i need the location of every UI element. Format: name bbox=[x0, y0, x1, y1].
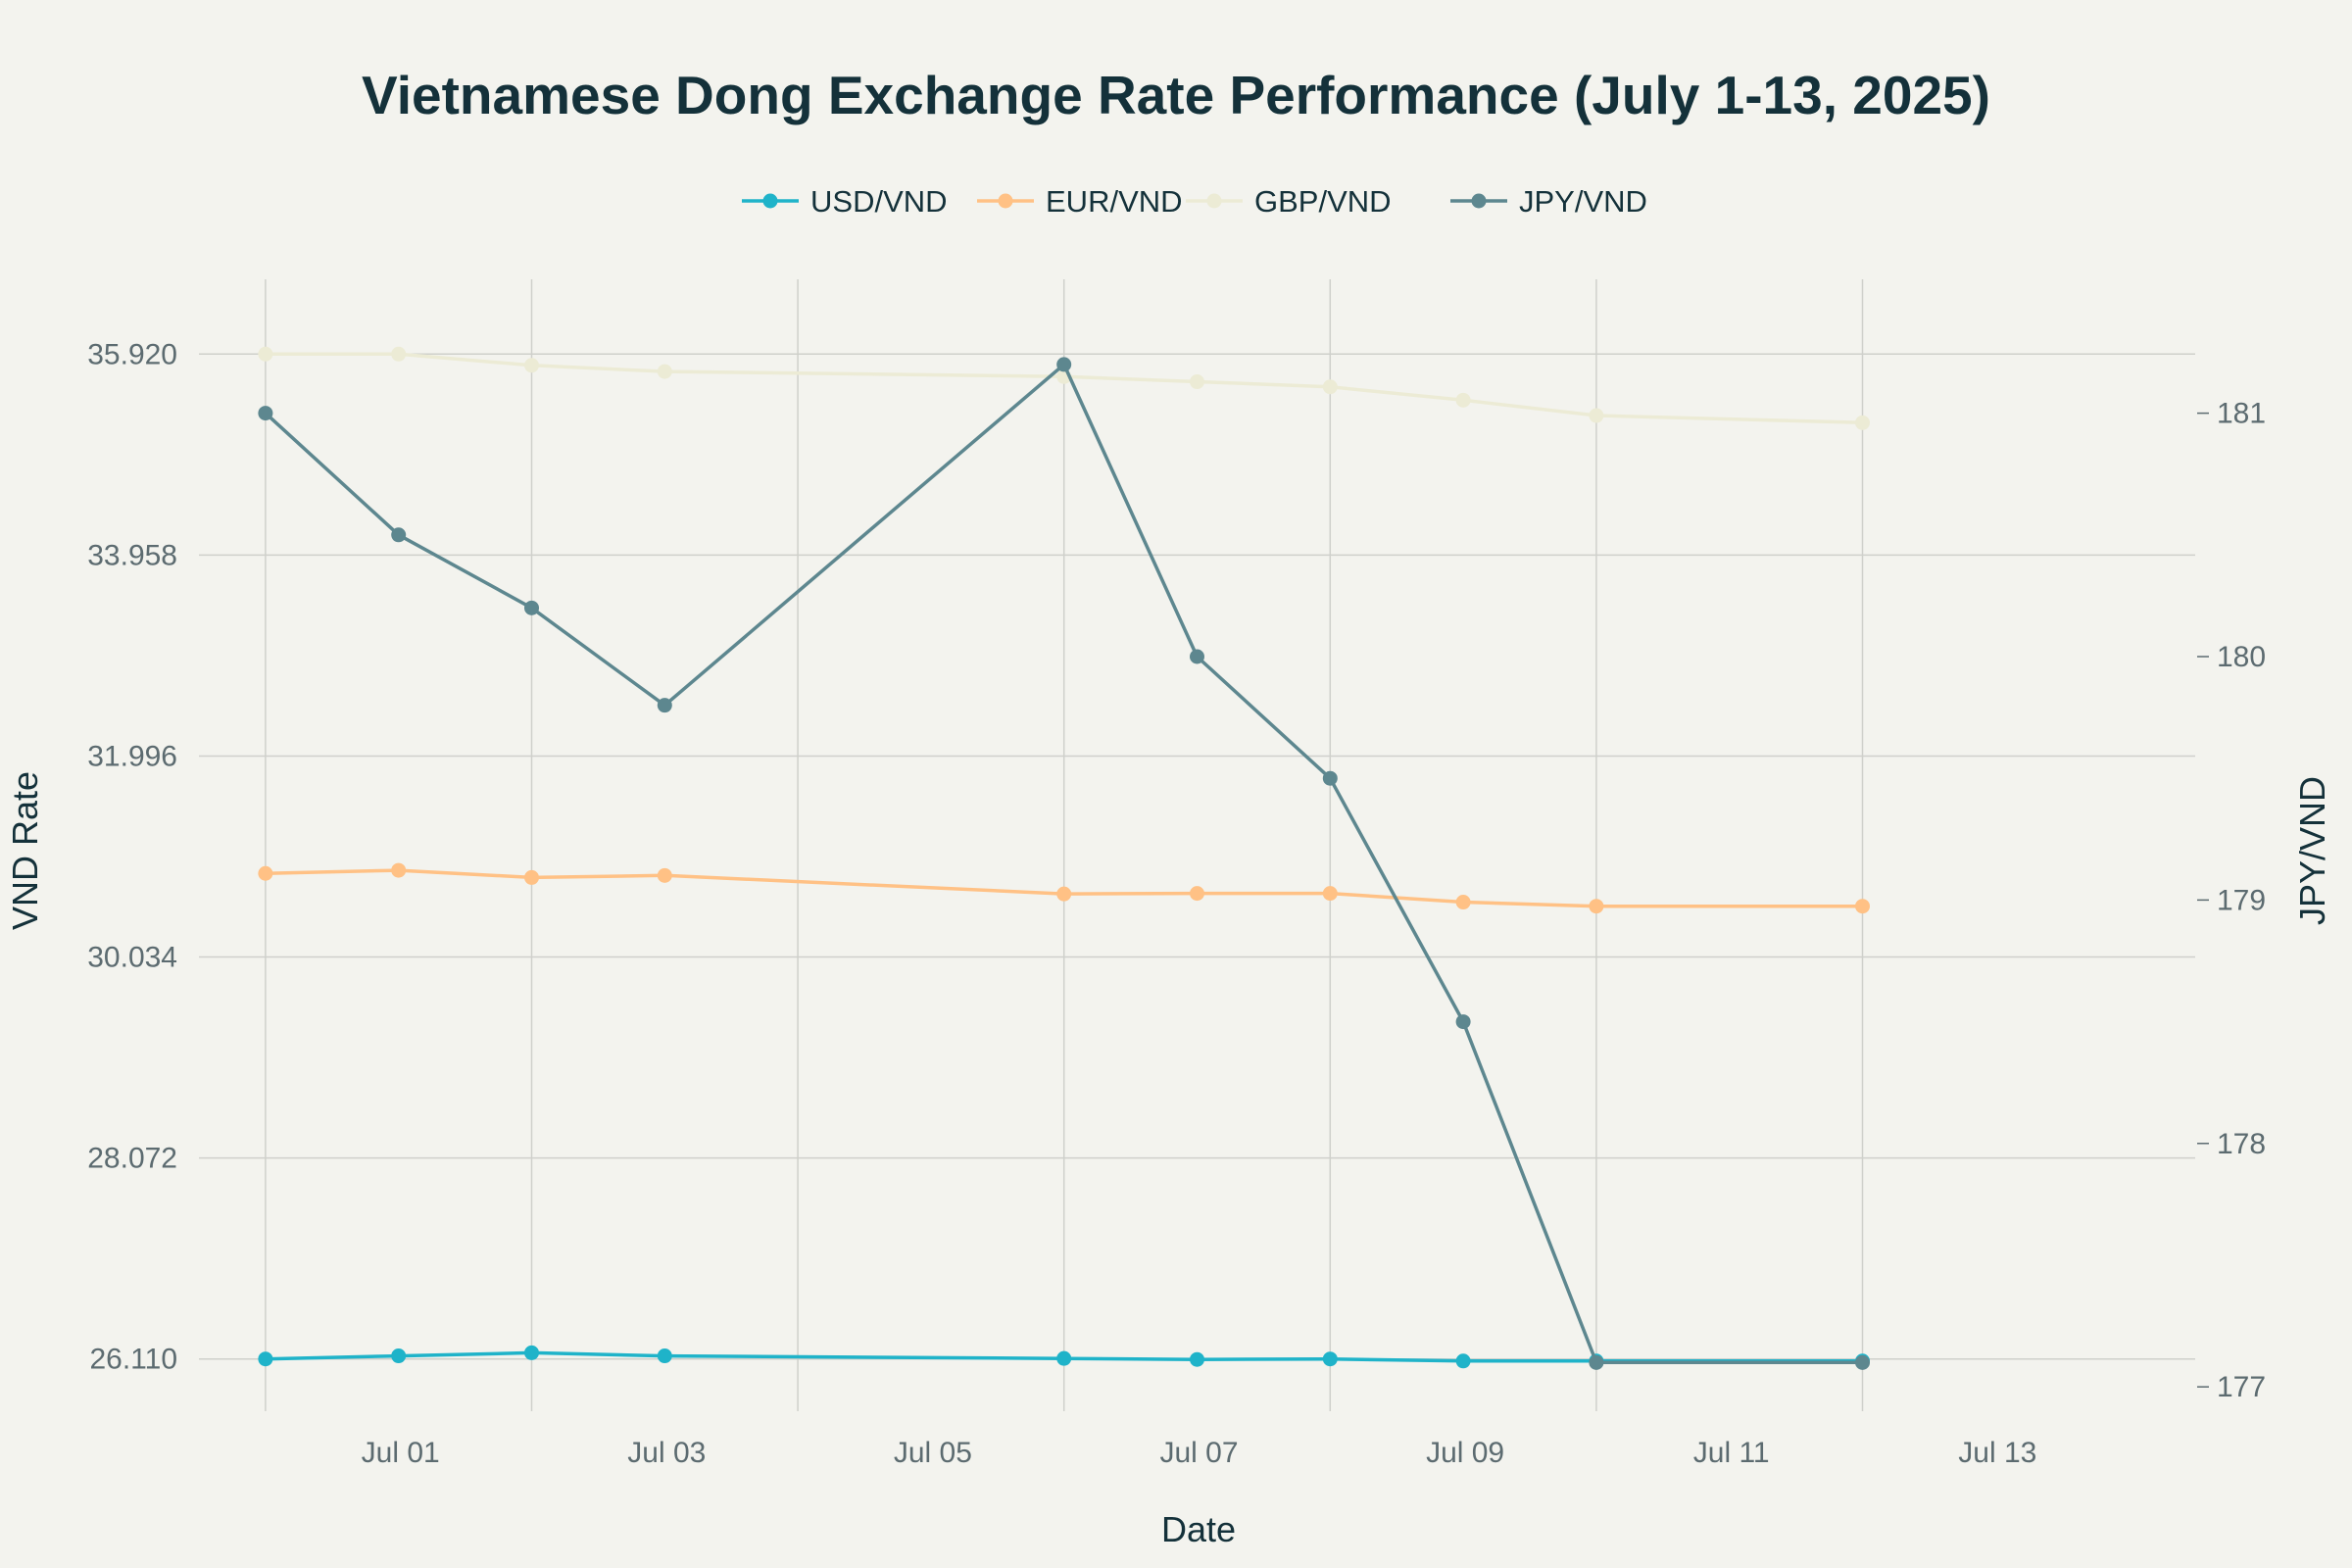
data-point-jpy-vnd[interactable] bbox=[657, 698, 672, 713]
y2-tick-label: 179 bbox=[2217, 884, 2266, 916]
legend-label: JPY/VND bbox=[1519, 184, 1647, 219]
data-point-usd-vnd[interactable] bbox=[391, 1348, 407, 1364]
data-point-usd-vnd[interactable] bbox=[258, 1351, 273, 1367]
chart-title: Vietnamese Dong Exchange Rate Performanc… bbox=[362, 65, 1990, 125]
series-jpy-vnd bbox=[258, 357, 1870, 1370]
data-point-jpy-vnd[interactable] bbox=[1190, 649, 1204, 664]
legend-marker bbox=[762, 193, 778, 209]
data-point-jpy-vnd[interactable] bbox=[1322, 770, 1338, 786]
legend-label: EUR/VND bbox=[1046, 184, 1183, 219]
x-tick-label: Jul 01 bbox=[362, 1437, 440, 1469]
x-tick-label: Jul 11 bbox=[1693, 1437, 1770, 1469]
data-point-gbp-vnd[interactable] bbox=[1322, 379, 1338, 395]
data-point-gbp-vnd[interactable] bbox=[524, 358, 539, 373]
legend-marker bbox=[1206, 193, 1222, 209]
grid bbox=[199, 279, 2195, 1411]
legend-item-jpy-vnd[interactable]: JPY/VND bbox=[1450, 184, 1647, 219]
y2-axis-title: JPY/VND bbox=[2292, 776, 2332, 925]
data-point-gbp-vnd[interactable] bbox=[391, 346, 407, 362]
legend-item-eur-vnd[interactable]: EUR/VND bbox=[977, 184, 1183, 219]
data-point-usd-vnd[interactable] bbox=[524, 1345, 539, 1360]
data-point-usd-vnd[interactable] bbox=[1190, 1351, 1204, 1367]
data-point-jpy-vnd[interactable] bbox=[524, 600, 539, 615]
x-tick-label: Jul 13 bbox=[1958, 1437, 2036, 1469]
legend-label: GBP/VND bbox=[1254, 184, 1392, 219]
data-point-usd-vnd[interactable] bbox=[1056, 1350, 1072, 1366]
data-point-eur-vnd[interactable] bbox=[391, 862, 407, 878]
y-tick-label: 35.920 bbox=[87, 338, 177, 370]
x-tick-label: Jul 05 bbox=[894, 1437, 972, 1469]
data-point-jpy-vnd[interactable] bbox=[391, 527, 407, 543]
x-axis-title: Date bbox=[1161, 1509, 1236, 1549]
data-point-jpy-vnd[interactable] bbox=[1855, 1354, 1870, 1370]
legend-marker bbox=[998, 193, 1013, 209]
data-point-jpy-vnd[interactable] bbox=[1455, 1014, 1471, 1030]
data-point-gbp-vnd[interactable] bbox=[1589, 408, 1604, 423]
data-point-gbp-vnd[interactable] bbox=[1190, 374, 1204, 390]
y-axis-title: VND Rate bbox=[5, 771, 45, 930]
axes: 26.110 28.072 30.034 31.996 33.958 35.920 Jul … bbox=[87, 338, 2266, 1469]
legend-item-usd-vnd[interactable]: USD/VND bbox=[742, 184, 948, 219]
x-tick-label: Jul 03 bbox=[627, 1437, 706, 1469]
y-tick-label: 31.996 bbox=[87, 740, 177, 772]
series-eur-vnd bbox=[258, 862, 1870, 914]
y2-tick-label: 178 bbox=[2217, 1128, 2266, 1160]
data-point-gbp-vnd[interactable] bbox=[258, 346, 273, 362]
data-point-eur-vnd[interactable] bbox=[258, 865, 273, 881]
data-point-gbp-vnd[interactable] bbox=[1855, 415, 1870, 430]
data-point-jpy-vnd[interactable] bbox=[258, 406, 273, 421]
y-tick-label: 26.110 bbox=[89, 1344, 177, 1376]
y-tick-label: 33.958 bbox=[87, 539, 177, 571]
data-point-jpy-vnd[interactable] bbox=[1589, 1354, 1604, 1370]
y-tick-label: 30.034 bbox=[87, 942, 177, 974]
series-line-usd-vnd bbox=[265, 1350, 1863, 1363]
y-tick-label: 28.072 bbox=[87, 1143, 177, 1175]
y2-tick-label: 181 bbox=[2217, 398, 2266, 430]
data-point-eur-vnd[interactable] bbox=[1455, 895, 1471, 910]
x-tick-label: Jul 07 bbox=[1159, 1437, 1238, 1469]
data-point-usd-vnd[interactable] bbox=[657, 1348, 672, 1364]
data-point-usd-vnd[interactable] bbox=[1322, 1351, 1338, 1367]
data-point-eur-vnd[interactable] bbox=[1322, 886, 1338, 902]
data-point-eur-vnd[interactable] bbox=[1589, 899, 1604, 914]
data-point-jpy-vnd[interactable] bbox=[1056, 357, 1072, 372]
y2-tick-label: 177 bbox=[2217, 1371, 2266, 1403]
legend-item-gbp-vnd[interactable]: GBP/VND bbox=[1186, 184, 1392, 219]
legend-label: USD/VND bbox=[810, 184, 948, 219]
data-point-eur-vnd[interactable] bbox=[1190, 886, 1204, 902]
legend-marker bbox=[1471, 193, 1487, 209]
data-point-gbp-vnd[interactable] bbox=[657, 364, 672, 379]
data-point-eur-vnd[interactable] bbox=[1855, 899, 1870, 914]
series-gbp-vnd bbox=[258, 346, 1870, 430]
data-point-eur-vnd[interactable] bbox=[524, 869, 539, 885]
data-point-gbp-vnd[interactable] bbox=[1455, 392, 1471, 408]
data-point-usd-vnd[interactable] bbox=[1455, 1353, 1471, 1369]
series-layer bbox=[258, 346, 1870, 1370]
data-point-eur-vnd[interactable] bbox=[1056, 886, 1072, 902]
legend: USD/VND EUR/VND GBP/VND JPY/VND bbox=[742, 184, 1647, 219]
x-tick-label: Jul 09 bbox=[1426, 1437, 1504, 1469]
series-line-gbp-vnd bbox=[265, 352, 1863, 425]
y2-tick-label: 180 bbox=[2217, 641, 2266, 673]
series-line-jpy-vnd bbox=[264, 363, 1863, 1365]
data-point-eur-vnd[interactable] bbox=[657, 867, 672, 883]
series-line-eur-vnd bbox=[265, 868, 1863, 908]
